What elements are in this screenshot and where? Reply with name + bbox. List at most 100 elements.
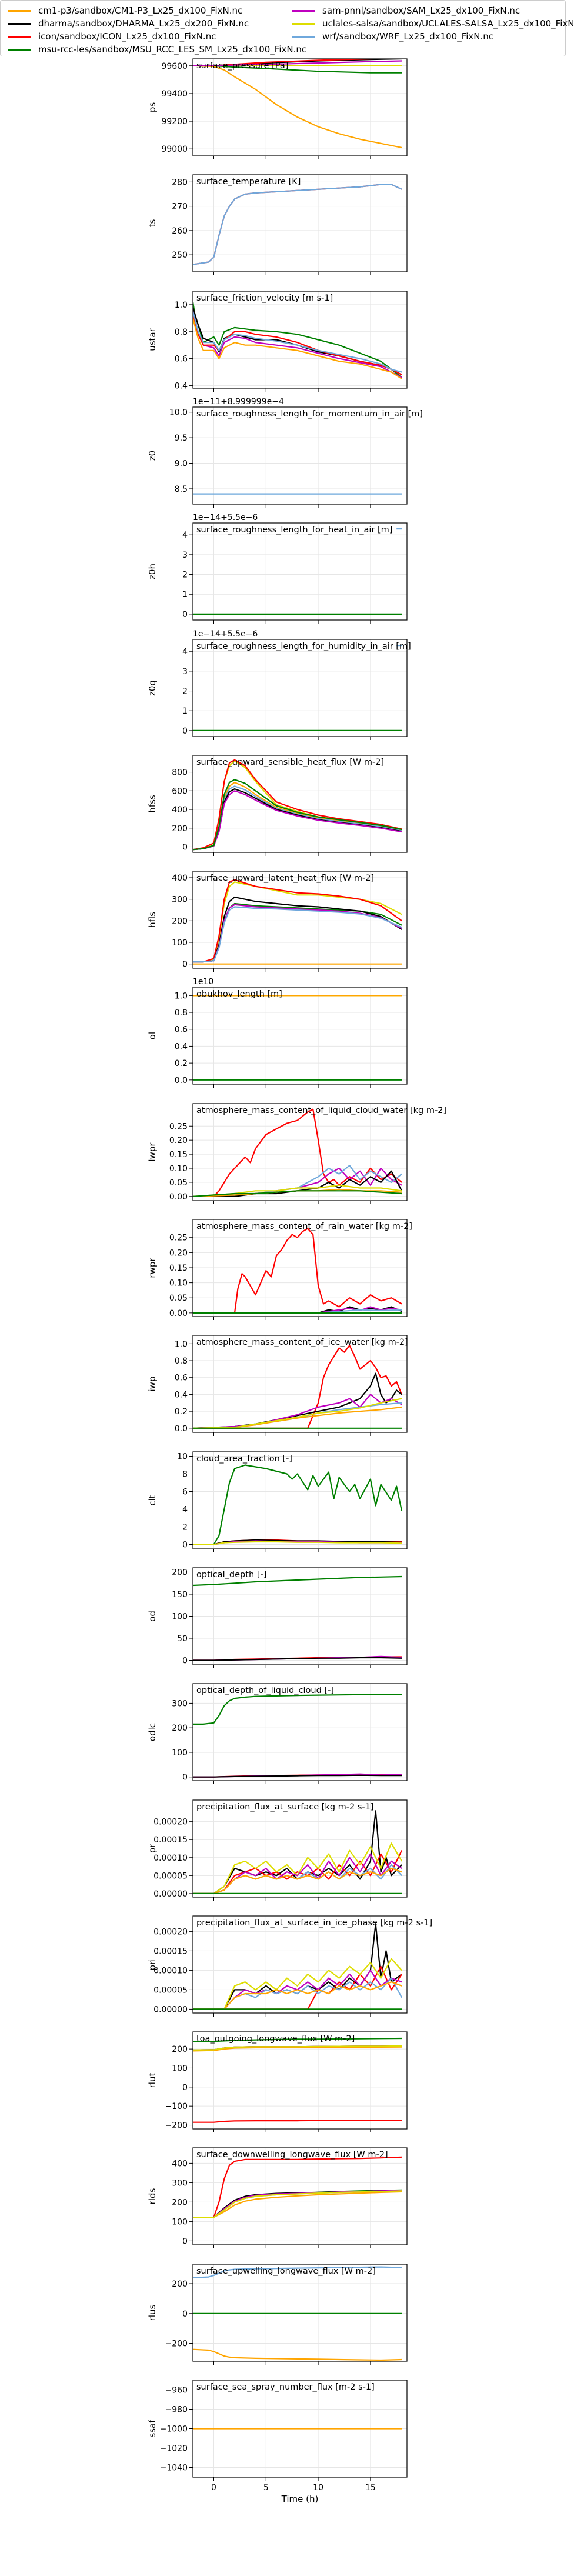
y-tick-label: 10 xyxy=(177,1452,188,1462)
y-tick-label: −960 xyxy=(165,2386,188,2395)
y-tick-label: 0.00005 xyxy=(153,1985,188,1995)
y-axis-label: iwp xyxy=(147,1377,158,1392)
series-sam xyxy=(193,1970,402,2010)
y-axis-label: rlds xyxy=(147,2188,158,2204)
y-axis-label: rlut xyxy=(147,2073,158,2088)
panel-ssaf: −1040 −1020 −1000 −980 −960 surface_sea_spray… xyxy=(147,2380,408,2504)
y-tick-label: 0.00010 xyxy=(153,1854,188,1863)
y-axis-label: hfls xyxy=(147,912,158,928)
y-tick-label: 4 xyxy=(182,531,188,540)
series-sam xyxy=(193,790,402,851)
y-tick-label: 200 xyxy=(172,1724,188,1733)
y-axis-label: z0q xyxy=(147,680,158,696)
y-tick-label: 0.4 xyxy=(175,1042,188,1051)
panel-title: surface_roughness_length_for_humidity_in… xyxy=(196,642,411,651)
series-sam xyxy=(193,311,402,378)
y-axis-label: clt xyxy=(147,1495,158,1505)
axes-frame xyxy=(192,1683,408,1781)
legend-swatch-cm1 xyxy=(8,10,31,12)
axes-frame xyxy=(192,2147,408,2245)
y-tick-label: 4 xyxy=(182,647,188,657)
y-tick-label: 0.6 xyxy=(175,1374,188,1383)
panel-title: cloud_area_fraction [-] xyxy=(196,1454,292,1464)
panel-z0h: 0 1 2 3 4 surface_roughness_length_for_heat_i… xyxy=(147,513,408,624)
offset-text: 1e−14+5.5e−6 xyxy=(193,513,258,522)
y-axis-label: rlus xyxy=(147,2304,158,2321)
legend-swatch-uclales xyxy=(292,23,315,25)
panel-rwpr: 0.00 0.05 0.10 0.15 0.20 0.25 atmosphere_mass_… xyxy=(147,1219,412,1320)
series-icon xyxy=(193,879,402,963)
y-tick-label: 0 xyxy=(182,2237,188,2246)
axes-frame xyxy=(192,871,408,969)
y-tick-label: 260 xyxy=(172,226,188,236)
axes-frame xyxy=(192,1915,408,2014)
y-tick-label: 0.00 xyxy=(169,1192,188,1202)
y-tick-label: 50 xyxy=(177,1634,188,1644)
panel-ps: 99000 99200 99400 99600 surface_pressure [Pa… xyxy=(147,58,408,159)
y-tick-label: 0 xyxy=(182,1657,188,1666)
y-tick-label: 300 xyxy=(172,895,188,905)
y-tick-label: 0.2 xyxy=(175,1059,188,1068)
panel-rlds: 0 100 200 300 400 surface_downwelling_longwav… xyxy=(147,2147,408,2248)
y-tick-label: 0.8 xyxy=(175,328,188,337)
x-tick-label: 10 xyxy=(313,2483,323,2492)
series-cm1 xyxy=(193,1981,402,2010)
panel-title: optical_depth [-] xyxy=(196,1570,266,1579)
axes-frame xyxy=(192,58,408,156)
x-tick-label: 0 xyxy=(211,2483,216,2492)
panel-title: surface_roughness_length_for_momentum_in… xyxy=(196,409,423,419)
series-cm1 xyxy=(193,65,402,148)
axes-frame xyxy=(192,522,408,621)
series-msu xyxy=(193,1694,402,1725)
y-tick-label: 0.00020 xyxy=(153,1818,188,1827)
series-icon xyxy=(193,759,402,851)
y-tick-label: −1000 xyxy=(160,2425,188,2434)
panel-lwpr: 0.00 0.05 0.10 0.15 0.20 0.25 atmosphere_mass_… xyxy=(147,1103,446,1204)
axes-frame xyxy=(192,174,408,272)
y-tick-label: 250 xyxy=(172,251,188,260)
y-tick-label: 800 xyxy=(172,768,188,778)
panel-title: surface_upwelling_longwave_flux [W m-2] xyxy=(196,2267,376,2276)
y-tick-label: 300 xyxy=(172,2178,188,2188)
series-cm1 xyxy=(193,2046,402,2052)
y-tick-label: −1020 xyxy=(160,2444,188,2454)
series-cm1 xyxy=(193,318,402,379)
y-tick-label: 10.0 xyxy=(169,408,188,418)
panel-title: surface_roughness_length_for_heat_in_air… xyxy=(196,525,392,535)
y-tick-label: 0.05 xyxy=(169,1178,188,1188)
panel-ustar: 0.4 0.6 0.8 1.0 surface_friction_velocity [m… xyxy=(147,291,408,392)
series-dharma xyxy=(193,1657,402,1661)
y-tick-label: −200 xyxy=(165,2121,188,2131)
y-tick-label: 0.00010 xyxy=(153,1966,188,1975)
panel-pr: 0.00000 0.00005 0.00010 0.00015 0.00020 preci… xyxy=(147,1799,408,1901)
panel-title: precipitation_flux_at_surface [kg m-2 s-… xyxy=(196,1802,374,1812)
axes-frame xyxy=(192,987,408,1085)
y-axis-label: ssaf xyxy=(147,2420,158,2438)
axes-frame xyxy=(192,406,408,505)
y-tick-label: 4 xyxy=(182,1505,188,1515)
y-tick-label: 400 xyxy=(172,874,188,883)
panel-ol: 0.0 0.2 0.4 0.6 0.8 1.0 obukhov_length [m] ol 1e… xyxy=(147,977,408,1088)
y-tick-label: 200 xyxy=(172,1568,188,1578)
series-uclales xyxy=(193,1958,402,2010)
y-tick-label: 9.0 xyxy=(175,459,188,469)
panel-z0q: 0 1 2 3 4 surface_roughness_length_for_humidi… xyxy=(147,629,411,740)
panel-title: atmosphere_mass_content_of_rain_water [k… xyxy=(196,1222,412,1231)
y-tick-label: 99400 xyxy=(161,89,188,99)
y-axis-label: odlc xyxy=(147,1723,158,1741)
y-tick-label: 3 xyxy=(182,551,188,560)
y-tick-label: 0.15 xyxy=(169,1264,188,1273)
series-msu xyxy=(193,779,402,851)
series-uclales xyxy=(193,1184,402,1197)
panel-title: surface_temperature [K] xyxy=(196,177,301,186)
y-tick-label: 0.00 xyxy=(169,1309,188,1318)
series-cm1 xyxy=(193,2348,402,2361)
y-tick-label: 0.00015 xyxy=(153,1947,188,1956)
series-icon xyxy=(193,2120,402,2123)
y-tick-label: 100 xyxy=(172,1748,188,1758)
y-tick-label: 99200 xyxy=(161,117,188,126)
y-tick-label: 0.25 xyxy=(169,1234,188,1243)
y-axis-label: pri xyxy=(147,1959,158,1971)
series-uclales xyxy=(193,2190,402,2218)
